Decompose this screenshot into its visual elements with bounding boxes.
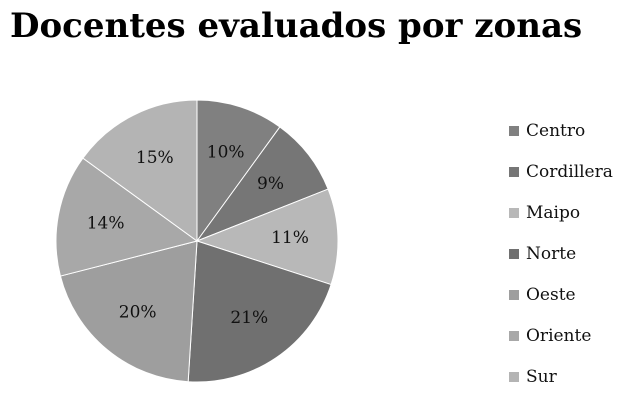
chart-title: Docentes evaluados por zonas — [10, 6, 583, 46]
legend-swatch-maipo — [509, 207, 519, 218]
legend-swatch-oriente — [509, 330, 519, 341]
chart-legend: Centro Cordillera Maipo Norte Oeste Oriente Su… — [509, 110, 613, 397]
pie-slice-oriente — [55, 157, 199, 277]
legend-item-maipo: Maipo — [509, 192, 613, 233]
legend-label-norte: Norte — [526, 243, 577, 264]
legend-label-centro: Centro — [526, 120, 586, 141]
data-label-cordillera: 9% — [257, 174, 284, 194]
data-label-norte: 21% — [230, 308, 268, 328]
legend-item-cordillera: Cordillera — [509, 151, 613, 192]
data-label-oeste: 20% — [119, 303, 157, 323]
pie-slice-maipo — [195, 188, 339, 286]
pie-slice-cordillera — [195, 126, 329, 243]
legend-item-oriente: Oriente — [509, 315, 613, 356]
legend-item-centro: Centro — [509, 110, 613, 151]
legend-item-sur: Sur — [509, 356, 613, 397]
legend-swatch-norte — [509, 248, 519, 259]
legend-item-oeste: Oeste — [509, 274, 613, 315]
legend-swatch-oeste — [509, 289, 519, 300]
legend-item-norte: Norte — [509, 233, 613, 274]
legend-label-sur: Sur — [526, 366, 557, 387]
pie-slice-centro — [196, 99, 281, 243]
legend-label-oriente: Oriente — [526, 325, 592, 346]
legend-swatch-sur — [509, 371, 519, 382]
legend-label-oeste: Oeste — [526, 284, 576, 305]
pie-slice-norte — [187, 240, 332, 383]
legend-label-cordillera: Cordillera — [526, 161, 613, 182]
data-label-oriente: 14% — [87, 214, 125, 234]
data-label-maipo: 11% — [271, 228, 309, 248]
pie-slice-sur — [82, 99, 198, 242]
legend-swatch-centro — [509, 125, 519, 136]
data-label-centro: 10% — [207, 143, 245, 163]
legend-swatch-cordillera — [509, 166, 519, 177]
legend-label-maipo: Maipo — [526, 202, 581, 223]
data-label-sur: 15% — [136, 148, 174, 168]
pie-slice-oeste — [59, 240, 198, 383]
